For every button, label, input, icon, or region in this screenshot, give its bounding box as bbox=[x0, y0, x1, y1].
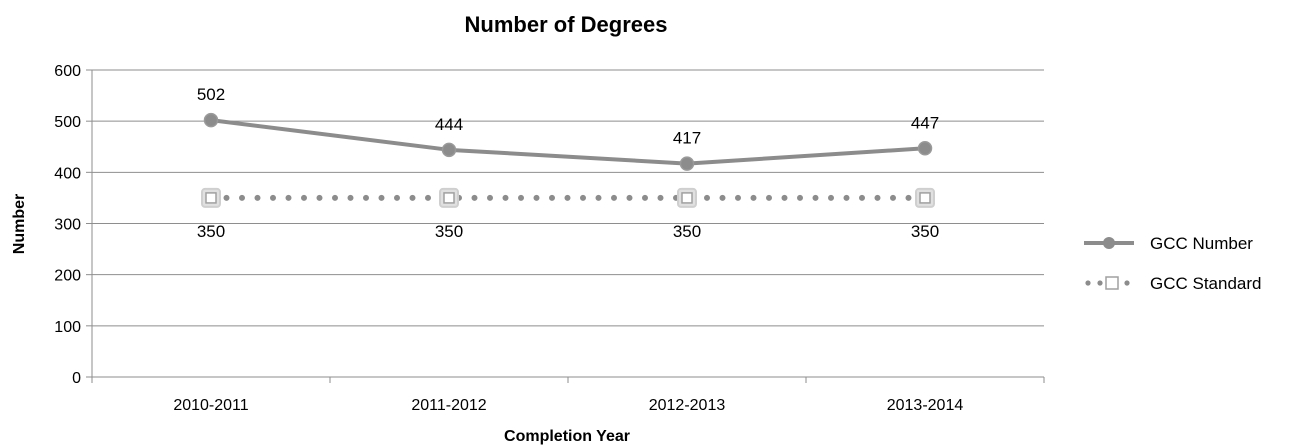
gridlines bbox=[92, 69, 1044, 327]
legend-dot bbox=[1097, 280, 1103, 286]
y-tick-label: 400 bbox=[54, 165, 81, 182]
data-label: 350 bbox=[673, 222, 701, 241]
data-label: 350 bbox=[911, 222, 939, 241]
circle-marker bbox=[203, 112, 219, 128]
y-tick-label: 0 bbox=[72, 370, 81, 387]
x-tick-label: 2010-2011 bbox=[173, 397, 248, 414]
data-label: 447 bbox=[911, 113, 939, 132]
legend-circle-marker-icon bbox=[1103, 237, 1115, 249]
square-marker-inner bbox=[681, 192, 693, 204]
y-tick-label: 100 bbox=[54, 319, 81, 336]
square-marker-inner bbox=[443, 192, 455, 204]
circle-marker bbox=[679, 156, 695, 171]
x-tick-label: 2013-2014 bbox=[887, 397, 964, 414]
data-label: 350 bbox=[197, 222, 225, 241]
y-axis-title: Number bbox=[11, 194, 28, 254]
legend: GCC Number GCC Standard bbox=[1084, 234, 1262, 293]
series-layer bbox=[201, 112, 935, 208]
legend-dot bbox=[1085, 280, 1091, 286]
chart-title: Number of Degrees bbox=[465, 12, 668, 37]
data-label: 350 bbox=[435, 222, 463, 241]
legend-label: GCC Number bbox=[1150, 234, 1253, 253]
x-tick-label: 2012-2013 bbox=[649, 397, 726, 414]
y-tick-label: 500 bbox=[54, 114, 81, 131]
circle-marker bbox=[917, 141, 933, 156]
data-label: 444 bbox=[435, 115, 463, 134]
x-axis-ticks: 2010-2011 2011-2012 2012-2013 2013-2014 bbox=[91, 377, 1045, 414]
y-tick-label: 200 bbox=[54, 268, 81, 285]
x-tick-label: 2011-2012 bbox=[411, 397, 486, 414]
circle-marker bbox=[441, 142, 457, 158]
y-axis-ticks: 0 100 200 300 400 500 600 bbox=[54, 63, 92, 387]
square-marker-inner bbox=[205, 192, 217, 204]
y-tick-label: 600 bbox=[54, 63, 81, 80]
y-tick-label: 300 bbox=[54, 217, 81, 234]
series-line-gcc-number bbox=[210, 118, 926, 166]
data-labels-layer: 502 444 417 447 350 350 350 350 bbox=[197, 85, 939, 241]
legend-dot bbox=[1124, 280, 1130, 286]
x-axis-title: Completion Year bbox=[504, 428, 630, 445]
data-label: 417 bbox=[673, 129, 701, 148]
data-label: 502 bbox=[197, 85, 225, 104]
square-marker-inner bbox=[919, 192, 931, 204]
legend-label: GCC Standard bbox=[1150, 274, 1262, 293]
legend-square-marker-icon bbox=[1105, 276, 1119, 290]
